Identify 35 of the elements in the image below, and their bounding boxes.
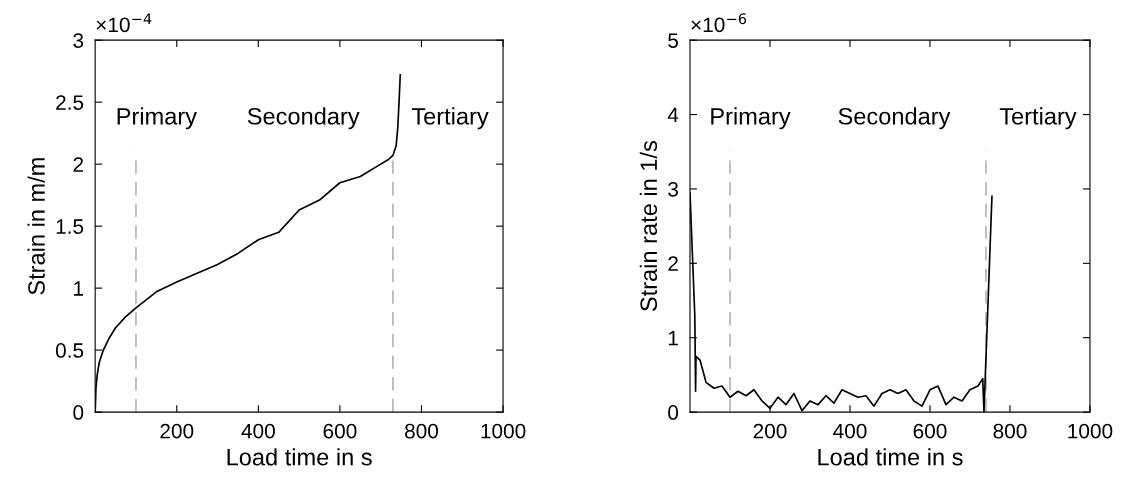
x-axis-title: Load time in s xyxy=(818,448,963,466)
annotation: Primary xyxy=(711,107,791,130)
y-tick-label: 2 xyxy=(668,256,678,271)
text: ×10$^{−6}$ xyxy=(691,13,747,33)
y-tick-label: 1 xyxy=(668,330,678,346)
annotation: Tertiary xyxy=(999,107,1077,130)
y-tick-label: 0.5 xyxy=(55,343,84,358)
annotation: Tertiary xyxy=(411,107,489,130)
y-tick-label: 4 xyxy=(667,107,679,123)
x-tick-label: 1000 xyxy=(1068,423,1113,439)
x-tick-label: 400 xyxy=(833,423,867,439)
y-tick-label: 2.5 xyxy=(56,95,84,110)
x-tick-label: 600 xyxy=(323,423,357,439)
y-tick-label: 1.5 xyxy=(56,219,84,234)
x-tick-label: 1000 xyxy=(481,423,526,439)
y-tick-label: 0 xyxy=(668,405,679,420)
y-axis-title: Strain rate in 1/s xyxy=(639,141,658,312)
text: ×10$^{−4}$ xyxy=(96,13,152,33)
x-tick-label: 800 xyxy=(993,423,1027,439)
x-tick-label: 400 xyxy=(241,423,275,439)
x-tick-label: 200 xyxy=(160,423,194,439)
annotation: Secondary xyxy=(247,107,360,130)
y-tick-label: 1 xyxy=(74,281,84,296)
x-tick-label: 800 xyxy=(405,423,439,439)
x-tick-label: 200 xyxy=(753,423,787,439)
y-tick-label: 3 xyxy=(73,33,84,48)
y-tick-label: 3 xyxy=(668,181,678,197)
y-tick-label: 2 xyxy=(73,157,84,172)
x-axis-title: Load time in s xyxy=(227,448,372,466)
annotation: Secondary xyxy=(838,107,951,130)
annotation: Primary xyxy=(117,107,197,130)
x-tick-label: 600 xyxy=(913,423,947,439)
y-tick-label: 0 xyxy=(73,405,84,420)
y-axis-title: Strain in m/m xyxy=(27,158,45,295)
y-tick-label: 5 xyxy=(668,33,679,48)
